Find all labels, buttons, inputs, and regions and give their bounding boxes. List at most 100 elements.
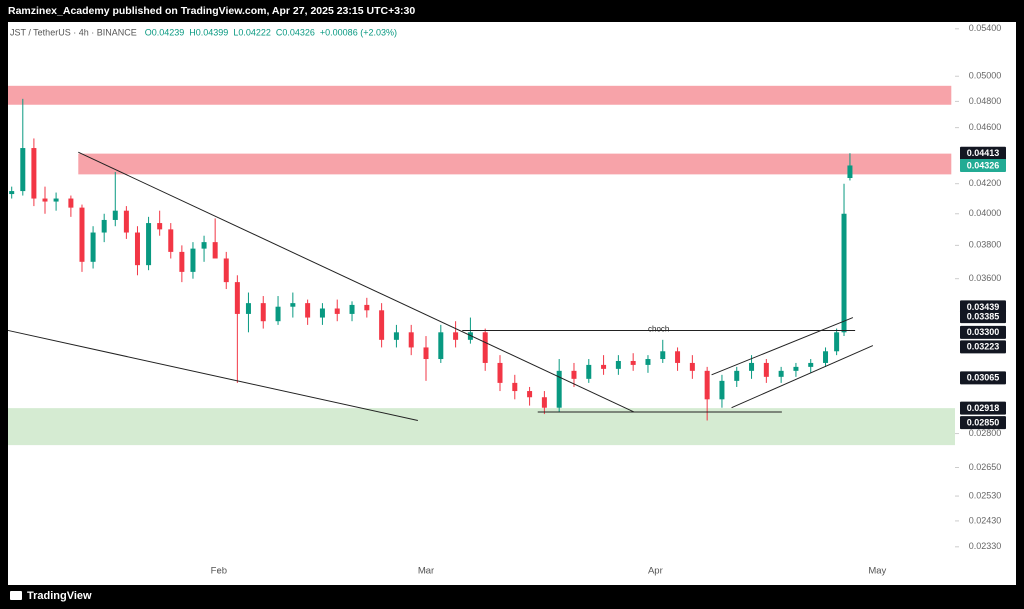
candle-body [234,282,240,314]
candle-body [134,232,140,266]
candle-body [615,360,621,369]
y-tick-label: 0.04000 [969,208,1002,218]
x-tick-label: Apr [648,566,663,577]
candle-body [541,397,547,408]
candle-body [630,360,636,365]
y-tick-label: 0.02800 [969,428,1002,438]
symbol: JST / TetherUS · 4h · BINANCE [10,27,137,37]
price-label: 0.02850 [967,418,1000,428]
zone [78,153,952,175]
candle-body [364,304,370,311]
candle-body [168,229,174,252]
candle-body [9,191,15,195]
candle-body [112,210,118,220]
ohlc-value: H0.04399 [189,27,228,37]
candle-body [146,223,152,266]
candle-body [190,248,196,272]
candle-body [53,198,59,202]
candle-body [586,364,592,379]
trend-line [711,317,854,376]
price-label-box [960,325,1006,339]
y-tick-label: 0.03800 [969,240,1002,250]
candle-body [305,303,311,318]
candle-body [123,210,129,233]
candle-body [571,370,577,379]
zone [8,85,952,105]
x-tick-label: Feb [211,566,227,577]
candle-body [734,370,740,381]
y-tick-label: 0.02530 [969,490,1002,500]
candle-body [423,347,429,360]
candle-body [704,370,710,400]
candle-body [101,219,107,233]
candle-body [334,308,340,314]
x-tick-label: May [868,566,886,577]
y-tick-label: 0.04800 [969,96,1002,106]
y-tick-label: 0.02330 [969,541,1002,551]
candle-body [42,198,48,202]
trend-line [731,345,874,409]
price-label: 0.03385 [967,312,1000,322]
candle-body [719,380,725,400]
candle-body [260,303,266,322]
price-label: 0.03439 [967,302,1000,312]
price-label-box [960,146,1006,160]
candle-body [778,370,784,377]
candle-body [749,362,755,371]
candle-body [438,332,444,360]
candle-body [763,362,769,377]
candle-body [556,370,562,408]
candle-body [201,242,207,249]
line-label: choch [648,325,669,334]
trend-line [78,151,635,413]
ohlc-value: +0.00086 (+2.03%) [320,27,397,37]
candle-body [393,332,399,340]
y-tick-label: 0.04600 [969,122,1002,132]
candle-body [527,391,533,398]
candle-body [179,251,185,272]
candle-body [90,232,96,262]
header: Ramzinex_Academy published on TradingVie… [8,5,415,17]
candle-body [482,332,488,363]
candle-body [223,258,229,283]
candle-body [349,304,355,314]
candle-body [823,351,829,363]
candle-body [834,332,840,352]
y-tick-label: 0.03600 [969,273,1002,283]
zone [8,408,955,446]
candle-body [793,366,799,371]
candle-body [379,310,385,340]
price-label: 0.03300 [967,327,1000,337]
candle-body [157,223,163,230]
price-label: 0.02918 [967,403,1000,413]
candle-body [290,303,296,307]
price-label-box [960,401,1006,415]
candle-body [245,303,251,314]
candle-body [512,382,518,392]
candle-body [808,362,814,367]
y-tick-label: 0.02650 [969,462,1002,472]
candle-body [79,207,85,262]
y-tick-label: 0.05400 [969,23,1002,33]
price-label-box [960,158,1006,172]
candle-body [319,308,325,318]
price-label: 0.04326 [967,160,1000,170]
y-tick-label: 0.05000 [969,71,1002,81]
chart-panel [8,22,1016,585]
candle-body [847,165,853,178]
price-label-box [960,310,1006,324]
price-label: 0.04413 [967,148,1000,158]
trend-line [7,329,418,421]
candle-body [68,198,74,208]
price-label-box [960,340,1006,354]
ohlc-value: C0.04326 [276,27,315,37]
ohlc-value: L0.04222 [233,27,271,37]
candle-body [645,359,651,365]
candle-body [408,332,414,348]
price-label: 0.03065 [967,373,1000,383]
price-label: 0.03223 [967,342,1000,352]
x-tick-label: Mar [418,566,434,577]
candle-body [453,332,459,340]
candle-body [212,242,218,259]
